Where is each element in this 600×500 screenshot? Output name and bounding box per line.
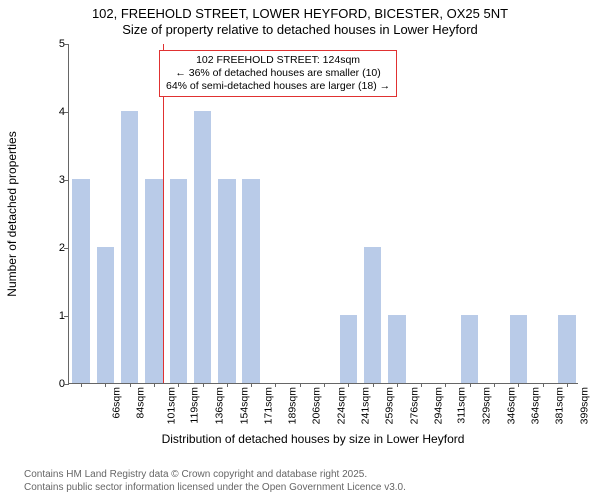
bar	[170, 179, 187, 383]
annotation-line: 102 FREEHOLD STREET: 124sqm	[166, 54, 390, 67]
x-tick-label: 259sqm	[384, 387, 396, 424]
x-tick-label: 101sqm	[165, 387, 177, 424]
x-tick-label: 276sqm	[408, 387, 420, 424]
x-tick-label: 381sqm	[554, 387, 566, 424]
x-tick-label: 224sqm	[335, 387, 347, 424]
footer-line: Contains HM Land Registry data © Crown c…	[24, 469, 406, 482]
bar	[145, 179, 162, 383]
x-tick-label: 84sqm	[135, 387, 147, 419]
x-tick-label: 171sqm	[262, 387, 274, 424]
x-tick-label: 189sqm	[287, 387, 299, 424]
bar	[218, 179, 235, 383]
x-tick-label: 399sqm	[578, 387, 590, 424]
y-tick-label: 2	[41, 242, 65, 254]
y-tick-label: 3	[41, 174, 65, 186]
x-tick-label: 346sqm	[505, 387, 517, 424]
bar	[558, 315, 575, 383]
annotation-box: 102 FREEHOLD STREET: 124sqm← 36% of deta…	[159, 50, 397, 97]
bar	[242, 179, 259, 383]
x-tick-label: 294sqm	[432, 387, 444, 424]
footer-line: Contains public sector information licen…	[24, 482, 406, 495]
annotation-line: ← 36% of detached houses are smaller (10…	[166, 67, 390, 80]
page-subtitle: Size of property relative to detached ho…	[0, 22, 600, 38]
x-tick-label: 66sqm	[111, 387, 123, 419]
y-tick-label: 5	[41, 38, 65, 50]
bar	[72, 179, 89, 383]
footer-attribution: Contains HM Land Registry data © Crown c…	[24, 469, 406, 494]
y-tick-label: 1	[41, 310, 65, 322]
x-tick-label: 364sqm	[529, 387, 541, 424]
x-tick-label: 329sqm	[481, 387, 493, 424]
y-tick-label: 4	[41, 106, 65, 118]
annotation-line: 64% of semi-detached houses are larger (…	[166, 80, 390, 93]
x-tick-label: 154sqm	[238, 387, 250, 424]
y-axis-label: Number of detached properties	[5, 131, 19, 296]
x-axis-label: Distribution of detached houses by size …	[162, 432, 465, 446]
bar	[388, 315, 405, 383]
x-tick-label: 206sqm	[311, 387, 323, 424]
x-tick-label: 311sqm	[456, 387, 468, 424]
bar	[510, 315, 527, 383]
bar	[364, 247, 381, 383]
plot-area: 102 FREEHOLD STREET: 124sqm← 36% of deta…	[68, 44, 578, 384]
bar	[97, 247, 114, 383]
bar	[194, 111, 211, 383]
chart-container: Number of detached properties 102 FREEHO…	[48, 44, 578, 424]
y-tick-label: 0	[41, 378, 65, 390]
bar	[340, 315, 357, 383]
x-tick-label: 136sqm	[214, 387, 226, 424]
x-tick-label: 241sqm	[359, 387, 371, 424]
bar	[121, 111, 138, 383]
bar	[461, 315, 478, 383]
page-title: 102, FREEHOLD STREET, LOWER HEYFORD, BIC…	[0, 6, 600, 22]
x-tick-label: 119sqm	[189, 387, 201, 424]
